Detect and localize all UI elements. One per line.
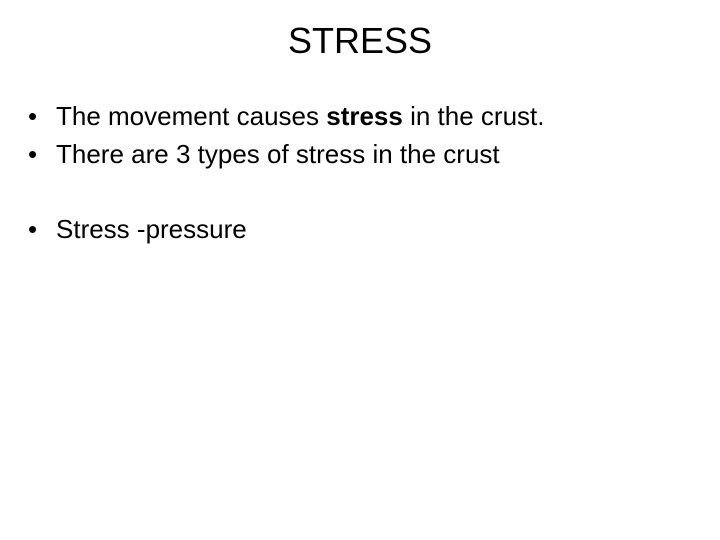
bullet-text: There are 3 types of stress in the crust (56, 139, 500, 169)
bullet-list: The movement causes stress in the crust.… (0, 98, 720, 247)
slide-title: STRESS (0, 20, 720, 62)
bullet-text-prefix: The movement causes (56, 101, 326, 131)
bullet-item: The movement causes stress in the crust. (28, 98, 692, 134)
bullet-text-bold: stress (326, 101, 410, 131)
bullet-text-suffix: in the crust. (410, 101, 544, 131)
bullet-item: Stress -pressure (28, 211, 692, 247)
bullet-text: Stress -pressure (56, 214, 247, 244)
bullet-gap (28, 175, 692, 211)
bullet-item: There are 3 types of stress in the crust (28, 136, 692, 172)
